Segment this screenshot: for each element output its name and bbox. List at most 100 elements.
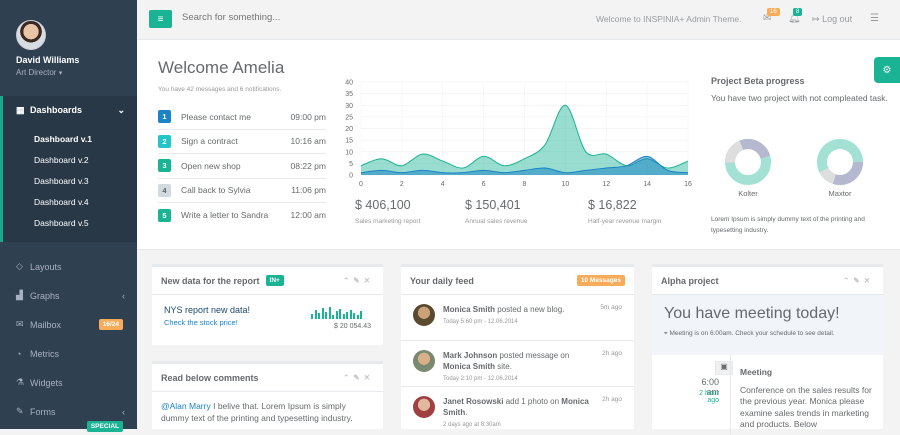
mailbox-badge: 16/24 (98, 319, 123, 330)
feed-user[interactable]: Monica Smith (443, 305, 496, 314)
spark-bar (335, 311, 338, 319)
todo-item[interactable]: 1 Please contact me 09:00 pm (158, 105, 326, 130)
todo-num: 1 (158, 110, 171, 124)
settings-toggle-button[interactable]: ⚙ (874, 57, 900, 83)
nav-layouts[interactable]: ◇ Layouts (0, 252, 137, 281)
y-tick-label: 35 (345, 91, 353, 98)
nav-graphs[interactable]: ▟ Graphs ‹ (0, 281, 137, 310)
feed-suffix: . (465, 408, 468, 417)
series-line (360, 155, 689, 174)
todo-text: Please contact me (181, 111, 251, 122)
todo-num: 2 (158, 134, 171, 148)
x-tick-label: 2 (400, 181, 404, 188)
bar-chart-icon: ▟ (16, 290, 23, 300)
series-area (361, 156, 688, 175)
logout-link[interactable]: ↦ Log out (812, 14, 852, 25)
chevron-down-icon: ⌄ (117, 104, 125, 115)
bell-icon[interactable]: 🔔︎ (788, 13, 801, 24)
sparkline-icon (311, 305, 371, 319)
feed-action: add 1 photo on (503, 397, 562, 406)
bell-count-badge: 8 (793, 8, 803, 16)
stock-link[interactable]: Check the stock price! (164, 318, 238, 327)
donut-label: Kolter (738, 189, 758, 198)
y-tick-label: 25 (345, 114, 353, 121)
feed-item[interactable]: Mark Johnson posted message on Monica Sm… (401, 341, 634, 387)
nav-label: Widgets (30, 377, 63, 388)
todo-time: 10:16 am (290, 136, 326, 147)
nav-forms[interactable]: ✎ Forms ‹ SPECIAL (0, 397, 137, 432)
y-tick-label: 15 (345, 138, 353, 145)
y-tick-label: 5 (349, 161, 353, 168)
y-tick-label: 20 (345, 126, 353, 133)
sales-area-chart: 0 5 10 15 20 25 30 35 40 0 2 4 6 8 10 12 14 16 (345, 80, 692, 189)
stat-label: Half-year revenue margin (588, 218, 662, 225)
nav-metrics[interactable]: ◔ Metrics (0, 339, 137, 368)
y-tick-label: 0 (349, 173, 353, 180)
profile-role[interactable]: Art Director ▾ (16, 68, 137, 77)
grid-icon: ▦ (16, 104, 25, 115)
feed-target[interactable]: Monica Smith (443, 362, 496, 371)
project-footer-text: Lorem Ipsum is simply dummy text of the … (711, 216, 865, 234)
panel-tools[interactable]: ⌃✎✕ (343, 276, 374, 285)
diamond-icon: ◇ (16, 261, 23, 271)
stat-margin: $ 16,822 Half-year revenue margin (588, 198, 661, 225)
panel-title: Read below comments ⌃✎✕ (152, 364, 383, 392)
spark-bar (339, 309, 341, 319)
spark-bar (318, 313, 320, 319)
feed-suffix: site. (495, 362, 512, 371)
todo-item[interactable]: 2 Sign a contract 10:16 am (158, 130, 326, 154)
panel-tools[interactable]: ⌃✎✕ (843, 276, 874, 285)
panel-title-text: Alpha project (661, 275, 719, 286)
todo-item[interactable]: 5 Write a letter to Sandra 12:00 am (158, 203, 326, 228)
search-input[interactable] (182, 12, 382, 23)
report-heading: NYS report new data! (164, 305, 251, 315)
feed-item[interactable]: Monica Smith posted a new blog. Today 5:6… (401, 295, 634, 341)
todo-text: Sign a contract (181, 136, 238, 147)
sub-dashboard-v5[interactable]: Dashboard v.5 (34, 217, 89, 228)
report-panel: New data for the report IN+ ⌃✎✕ NYS report… (152, 264, 383, 345)
todo-item[interactable]: 3 Open new shop 08:22 pm (158, 154, 326, 179)
feed-ago: 2h ago (602, 396, 622, 403)
menu-toggle-button[interactable]: ≡ (149, 10, 172, 28)
envelope-icon[interactable]: ✉ (763, 13, 772, 24)
messages-label: 10 Messages (576, 275, 625, 286)
stat-revenue: $ 150,401 Annual sales revenue (465, 198, 528, 225)
feed-body: Mark Johnson posted message on Monica Sm… (443, 350, 593, 386)
panel-tools[interactable]: ⌃✎✕ (343, 373, 374, 382)
profile-name[interactable]: David Williams (16, 55, 80, 65)
feed-item[interactable]: Janet Rosowski add 1 photo on Monica Smi… (401, 387, 634, 433)
nav-mailbox[interactable]: ✉ Mailbox 16/24 (0, 310, 137, 339)
feed-user[interactable]: Mark Johnson (443, 351, 498, 360)
sub-dashboard-v4[interactable]: Dashboard v.4 (34, 196, 89, 207)
x-tick-label: 6 (482, 181, 486, 188)
feed-ago: 2h ago (602, 350, 622, 357)
nav-dashboards[interactable]: ▦ Dashboards ⌄ (0, 96, 137, 124)
tasks-icon[interactable]: ☰ (870, 13, 879, 24)
daily-feed-panel: Your daily feed 10 Messages Monica Smith … (401, 264, 634, 429)
sub-dashboard-v2[interactable]: Dashboard v.2 (34, 154, 89, 165)
avatar[interactable] (16, 20, 46, 50)
feed-time: Today 5:60 pm - 12.06.2014 (443, 319, 518, 325)
profile: David Williams Art Director ▾ (0, 0, 137, 96)
nav-widgets[interactable]: ⚗ Widgets (0, 368, 137, 397)
avatar (413, 350, 435, 372)
donut-label: Maxtor (828, 189, 852, 198)
sub-dashboard-v3[interactable]: Dashboard v.3 (34, 175, 89, 186)
feed-target[interactable]: Monica Smith (443, 397, 589, 417)
stat-value: $ 16,822 (588, 198, 637, 212)
todo-text: Write a letter to Sandra (181, 210, 269, 221)
spark-bar (342, 314, 345, 319)
event-text: Conference on the sales results for the … (740, 384, 872, 430)
x-tick-label: 4 (441, 181, 445, 188)
spark-bar (353, 313, 355, 319)
edit-icon: ✎ (16, 406, 24, 416)
mention-link[interactable]: @Alan Marry (161, 401, 211, 411)
meeting-subtitle-text: Meeting is on 6:00am. Check your schedul… (669, 330, 835, 337)
todo-time: 09:00 pm (290, 111, 326, 122)
spark-bar (328, 307, 331, 319)
feed-time: Today 2:10 pm - 12.06.2014 (443, 376, 518, 382)
sub-dashboard-v1[interactable]: Dashboard v.1 (34, 133, 92, 144)
chart-series (360, 104, 689, 175)
feed-user[interactable]: Janet Rosowski (443, 397, 504, 406)
todo-item[interactable]: 4 Call back to Sylvia 11:06 pm (158, 179, 326, 203)
